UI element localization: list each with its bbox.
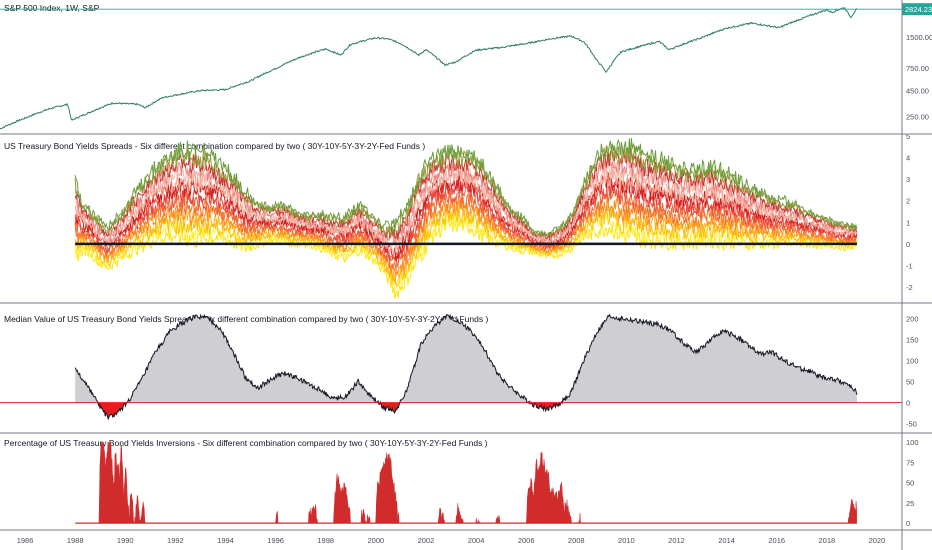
time-axis-tick-2014: 2014 (718, 536, 735, 545)
inversion-y-tick-0: 100 (906, 438, 919, 447)
time-axis-tick-1988: 1988 (67, 536, 84, 545)
time-axis[interactable]: 1986 1988 1990 1992 1994 1996 1998 2000 2002 2004… (17, 536, 886, 545)
time-axis-tick-2008: 2008 (568, 536, 585, 545)
time-axis-tick-2012: 2012 (668, 536, 685, 545)
spreads-y-tick-3: 2 (906, 197, 910, 206)
pane-spx-price[interactable]: S&P 500 Index, 1W, S&P 1500.00 750.00 450.… (0, 3, 932, 130)
spx-price-line[interactable] (0, 7, 858, 130)
inversion-y-tick-4: 0 (906, 519, 910, 528)
spreads-y-tick-5: 0 (906, 240, 910, 249)
spread-series-line[interactable] (74, 205, 858, 288)
pane-yield-spreads[interactable]: US Treasury Bond Yields Spreads - Six di… (4, 132, 913, 299)
median-value-line[interactable] (74, 313, 858, 421)
time-axis-tick-1998: 1998 (317, 536, 334, 545)
median-y-tick-5: -50 (906, 420, 917, 429)
spx-y-tick-3: 250.00 (906, 113, 929, 122)
spread-series-line[interactable] (74, 212, 858, 290)
inversion-y-tick-1: 75 (906, 458, 914, 467)
median-positive-area (75, 314, 857, 403)
inversion-title: Percentage of US Treasury Bond Yields In… (4, 438, 488, 448)
spreads-y-tick-7: -2 (906, 283, 913, 292)
time-axis-tick-2006: 2006 (518, 536, 535, 545)
inversion-y-tick-2: 50 (906, 479, 914, 488)
pane-inversion-percentage[interactable]: Percentage of US Treasury Bond Yields In… (4, 438, 919, 528)
time-axis-tick-2020: 2020 (869, 536, 886, 545)
spx-y-tick-2: 450.00 (906, 87, 929, 96)
median-y-tick-4: 0 (906, 399, 910, 408)
time-axis-tick-1986: 1986 (17, 536, 34, 545)
median-title: Median Value of US Treasury Bond Yields … (4, 314, 488, 324)
time-axis-tick-1990: 1990 (117, 536, 134, 545)
spx-last-price-label: 2824.23 (905, 5, 932, 14)
time-axis-tick-2000: 2000 (367, 536, 384, 545)
median-y-tick-2: 100 (906, 357, 919, 366)
median-y-tick-0: 200 (906, 315, 919, 324)
spreads-y-tick-1: 4 (906, 154, 910, 163)
spreads-y-tick-2: 3 (906, 175, 910, 184)
pane-median-spread[interactable]: Median Value of US Treasury Bond Yields … (0, 313, 919, 429)
spread-series-line[interactable] (74, 165, 857, 257)
time-axis-tick-2010: 2010 (618, 536, 635, 545)
time-axis-tick-1992: 1992 (167, 536, 184, 545)
inversion-y-tick-3: 25 (906, 499, 914, 508)
spx-title: S&P 500 Index, 1W, S&P (4, 3, 100, 13)
spx-y-tick-0: 1500.00 (906, 33, 932, 42)
spx-last-price-badge (902, 3, 932, 16)
spreads-y-tick-4: 1 (906, 218, 910, 227)
spreads-y-tick-0: 5 (906, 132, 910, 141)
time-axis-tick-2004: 2004 (468, 536, 485, 545)
time-axis-tick-1996: 1996 (267, 536, 284, 545)
spreads-y-tick-6: -1 (906, 261, 913, 270)
time-axis-tick-2016: 2016 (768, 536, 785, 545)
spread-series-line[interactable] (74, 138, 858, 237)
median-y-tick-3: 50 (906, 378, 914, 387)
spread-series-line[interactable] (74, 177, 858, 261)
median-y-tick-1: 150 (906, 336, 919, 345)
spx-y-tick-1: 750.00 (906, 64, 929, 73)
time-axis-tick-2002: 2002 (418, 536, 435, 545)
spread-series-line[interactable] (74, 161, 857, 251)
spreads-title: US Treasury Bond Yields Spreads - Six di… (4, 141, 425, 151)
time-axis-tick-2018: 2018 (818, 536, 835, 545)
time-axis-tick-1994: 1994 (217, 536, 234, 545)
